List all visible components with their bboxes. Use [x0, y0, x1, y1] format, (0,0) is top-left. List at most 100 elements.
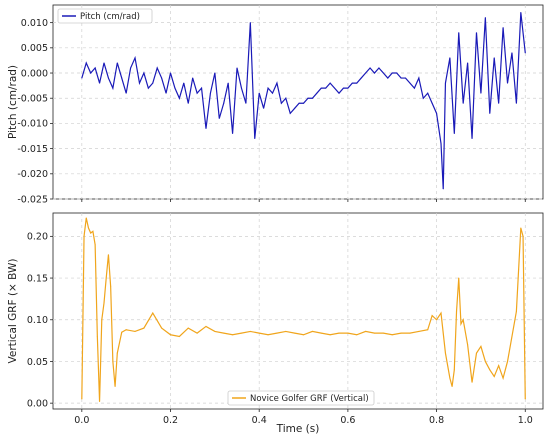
grf-data-point — [356, 334, 358, 336]
pitch-data-point — [143, 72, 145, 74]
pitch-data-point — [249, 22, 251, 24]
pitch-data-point — [458, 32, 460, 34]
pitch-data-point — [356, 82, 358, 84]
grf-data-point — [232, 334, 234, 336]
pitch-ytick-label: -0.010 — [17, 119, 48, 130]
grf-data-point — [460, 323, 462, 325]
pitch-legend-label: Pitch (cm/rad) — [80, 12, 140, 22]
pitch-panel: 0.010 0.005 0.000 -0.005 -0.010 -0.015 -0.020 -… — [7, 4, 544, 205]
grf-data-point — [436, 319, 438, 321]
grf-legend-label: Novice Golfer GRF (Vertical) — [250, 394, 369, 404]
pitch-data-point — [480, 92, 482, 94]
grf-xlabel: Time (s) — [276, 423, 320, 435]
grf-data-point — [484, 360, 486, 362]
grf-data-point — [409, 332, 411, 334]
grf-data-point — [125, 329, 127, 331]
grf-xtick-label: 0.4 — [252, 415, 267, 426]
pitch-data-point — [147, 87, 149, 89]
pitch-data-point — [347, 87, 349, 89]
pitch-data-point — [316, 92, 318, 94]
grf-data-point — [329, 334, 331, 336]
pitch-data-point — [170, 72, 172, 74]
pitch-data-point — [325, 87, 327, 89]
grf-data-point — [276, 332, 278, 334]
pitch-data-point — [418, 77, 420, 79]
pitch-data-point — [520, 12, 522, 14]
grf-data-point — [311, 330, 313, 332]
pitch-data-point — [405, 77, 407, 79]
grf-data-point — [338, 332, 340, 334]
grf-data-point — [214, 330, 216, 332]
grf-data-point — [444, 352, 446, 354]
grf-data-point — [92, 230, 94, 232]
pitch-data-point — [320, 87, 322, 89]
grf-data-point — [178, 335, 180, 337]
pitch-data-point — [263, 107, 265, 109]
pitch-data-point — [369, 67, 371, 69]
pitch-data-point — [453, 132, 455, 134]
grf-xtick-label: 1.0 — [518, 415, 533, 426]
grf-data-point — [507, 360, 509, 362]
grf-data-point — [451, 385, 453, 387]
pitch-data-point — [382, 72, 384, 74]
grf-data-point — [85, 217, 87, 219]
pitch-data-point — [205, 127, 207, 129]
grf-data-point — [240, 332, 242, 334]
pitch-data-point — [442, 188, 444, 190]
pitch-data-point — [307, 97, 309, 99]
grf-data-point — [520, 227, 522, 229]
grf-data-point — [258, 332, 260, 334]
pitch-data-point — [436, 112, 438, 114]
pitch-data-point — [201, 87, 203, 89]
grf-xtick-label: 0.2 — [163, 415, 178, 426]
pitch-data-point — [387, 77, 389, 79]
pitch-data-point — [227, 82, 229, 84]
pitch-data-point — [373, 72, 375, 74]
pitch-ytick-label: -0.025 — [17, 194, 48, 205]
grf-data-point — [431, 315, 433, 317]
pitch-data-point — [187, 102, 189, 104]
grf-data-point — [196, 332, 198, 334]
pitch-data-point — [254, 138, 256, 140]
pitch-data-point — [498, 102, 500, 104]
grf-data-point — [294, 332, 296, 334]
pitch-data-point — [329, 82, 331, 84]
pitch-ytick-label: 0.005 — [21, 43, 48, 54]
pitch-data-point — [285, 97, 287, 99]
pitch-data-point — [196, 92, 198, 94]
grf-legend: Novice Golfer GRF (Vertical) — [227, 390, 375, 406]
pitch-data-point — [276, 82, 278, 84]
grf-data-point — [518, 269, 520, 271]
pitch-data-point — [183, 82, 185, 84]
pitch-legend: Pitch (cm/rad) — [57, 8, 153, 24]
pitch-data-point — [90, 72, 92, 74]
pitch-data-point — [431, 102, 433, 104]
pitch-data-point — [192, 77, 194, 79]
pitch-data-point — [303, 102, 305, 104]
pitch-data-point — [396, 72, 398, 74]
grf-data-point — [143, 327, 145, 329]
grf-data-point — [161, 327, 163, 329]
grf-data-point — [373, 332, 375, 334]
grf-data-point — [458, 277, 460, 279]
grf-data-point — [467, 344, 469, 346]
grf-data-point — [365, 330, 367, 332]
grf-data-point — [462, 319, 464, 321]
pitch-data-point — [502, 27, 504, 29]
pitch-data-point — [121, 77, 123, 79]
pitch-data-point — [107, 77, 109, 79]
grf-xtick-label: 0.6 — [340, 415, 355, 426]
pitch-data-point — [422, 97, 424, 99]
pitch-data-point — [294, 107, 296, 109]
pitch-data-point — [489, 112, 491, 114]
pitch-data-point — [493, 57, 495, 59]
pitch-data-point — [267, 87, 269, 89]
grf-data-point — [107, 254, 109, 256]
pitch-data-point — [209, 92, 211, 94]
grf-plot-frame — [52, 212, 544, 410]
pitch-data-point — [178, 97, 180, 99]
grf-data-point — [489, 369, 491, 371]
grf-data-point — [187, 327, 189, 329]
grf-data-point — [110, 285, 112, 287]
